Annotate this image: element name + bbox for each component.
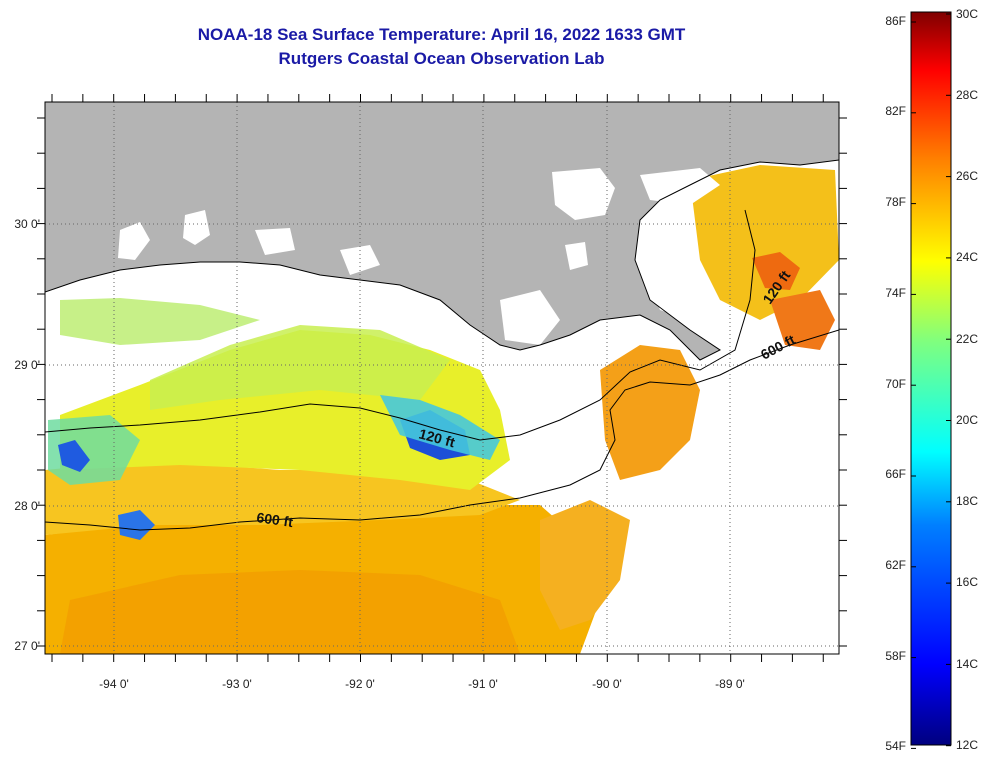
colorbar-fahrenheit-label: 86F — [885, 14, 906, 28]
colorbar-celsius-label: 24C — [956, 250, 978, 264]
warm-water-south-core — [60, 570, 520, 654]
lake-pontchartrain — [552, 168, 615, 220]
coastal-strip-green — [60, 298, 260, 345]
colorbar-fahrenheit-label: 74F — [885, 286, 906, 300]
colorbar-fahrenheit-label: 58F — [885, 649, 906, 663]
colorbar-celsius-label: 20C — [956, 413, 978, 427]
axis-ticks — [37, 94, 847, 662]
latitude-label: 27 0' — [14, 639, 40, 653]
longitude-label: -94 0' — [99, 677, 129, 691]
cool-patch-blue-1 — [58, 440, 90, 472]
colorbar-ticks — [911, 13, 951, 749]
warm-water-delta-east — [770, 290, 835, 350]
colorbar-fahrenheit-label: 54F — [885, 739, 906, 753]
map-frame — [44, 101, 840, 655]
colorbar — [910, 11, 952, 746]
barataria-marsh — [500, 290, 560, 345]
coastline — [45, 159, 839, 361]
longitude-label: -89 0' — [715, 677, 745, 691]
colorbar-celsius-label: 26C — [956, 169, 978, 183]
longitude-label: -93 0' — [222, 677, 252, 691]
map-area — [45, 102, 839, 654]
sound-north — [640, 168, 720, 205]
colorbar-fahrenheit-label: 82F — [885, 104, 906, 118]
lake-calcasieu — [183, 210, 210, 245]
longitude-label: -92 0' — [345, 677, 375, 691]
lake-white-mid — [340, 245, 380, 275]
colorbar-fahrenheit-label: 70F — [885, 377, 906, 391]
warm-water-northeast — [690, 165, 839, 320]
latitude-label: 29 0' — [14, 358, 40, 372]
map-title: NOAA-18 Sea Surface Temperature: April 1… — [197, 25, 686, 44]
cool-patch-blue-2 — [118, 510, 155, 540]
contour-label-600ft-west: 600 ft — [256, 509, 295, 530]
warm-core-northeast — [752, 252, 800, 290]
colorbar-celsius-label: 16C — [956, 575, 978, 589]
latitude-label: 30 0' — [14, 217, 40, 231]
lake-white-west — [118, 222, 150, 260]
longitude-label: -90 0' — [592, 677, 622, 691]
lake-grand — [255, 228, 295, 255]
colorbar-celsius-label: 18C — [956, 494, 978, 508]
cool-patch-cyan — [380, 395, 500, 460]
colorbar-celsius-label: 14C — [956, 657, 978, 671]
contour-120ft-west — [45, 209, 756, 441]
colorbar-fahrenheit-label: 62F — [885, 558, 906, 572]
contour-600ft — [45, 329, 839, 531]
colorbar-celsius-label: 22C — [956, 332, 978, 346]
graticule — [45, 102, 839, 654]
lake-salvador — [565, 242, 588, 270]
colorbar-celsius-label: 30C — [956, 7, 978, 21]
colorbar-celsius-label: 28C — [956, 88, 978, 102]
map-subtitle: Rutgers Coastal Ocean Observation Lab — [278, 49, 605, 68]
latitude-label: 28 0' — [14, 499, 40, 513]
colorbar-fahrenheit-label: 66F — [885, 467, 906, 481]
warm-water-east-south — [540, 500, 630, 630]
shelf-water-greenish — [150, 325, 450, 410]
longitude-label: -91 0' — [468, 677, 498, 691]
colorbar-fahrenheit-label: 78F — [885, 195, 906, 209]
land-louisiana — [45, 102, 839, 360]
colorbar-celsius-label: 12C — [956, 738, 978, 752]
warm-water-east — [600, 345, 700, 480]
delta-marsh — [640, 250, 700, 320]
